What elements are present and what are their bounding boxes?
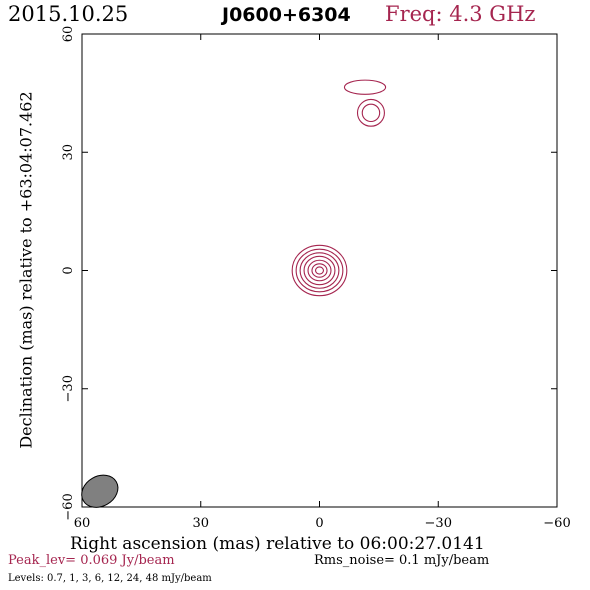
y-tick-label: 0 [61, 266, 76, 274]
beam-ellipse [81, 474, 119, 508]
contour-levels: Levels: 0.7, 1, 3, 6, 12, 24, 48 mJy/bea… [8, 573, 212, 584]
x-tick-label: 60 [74, 516, 91, 531]
y-tick-label: 30 [61, 144, 76, 161]
contour-line [295, 248, 344, 293]
tick-labels: 60 30 0 −30 −60 −60 −30 0 30 60 [61, 26, 571, 531]
y-tick-label: 60 [61, 26, 76, 43]
contours [291, 79, 387, 297]
peak-level: Peak_lev= 0.069 Jy/beam [8, 553, 175, 568]
x-tick-label: 30 [192, 516, 209, 531]
axis-ticks [81, 33, 558, 508]
contour-line [361, 103, 381, 123]
contour-line [314, 266, 325, 275]
observation-date: 2015.10.25 [8, 2, 129, 26]
x-axis-label: Right ascension (mas) relative to 06:00:… [70, 534, 485, 554]
contour-line [303, 255, 336, 286]
frequency: Freq: 4.3 GHz [385, 2, 536, 26]
contour-line [343, 79, 387, 95]
x-tick-label: −60 [543, 516, 570, 531]
contour-line [307, 259, 332, 282]
contour-line [299, 252, 340, 289]
source-name: J0600+6304 [222, 4, 351, 26]
y-tick-label: −30 [61, 375, 76, 402]
y-tick-label: −60 [61, 493, 76, 520]
plot-frame [81, 33, 558, 508]
y-axis-label: Declination (mas) relative to +63:04:07.… [16, 91, 36, 449]
x-tick-label: −30 [425, 516, 452, 531]
contour-line [291, 244, 348, 297]
contour-line [311, 263, 328, 278]
rms-noise: Rms_noise= 0.1 mJy/beam [314, 553, 490, 568]
x-tick-label: 0 [315, 516, 323, 531]
beam [81, 474, 119, 508]
contour-line [356, 98, 385, 127]
